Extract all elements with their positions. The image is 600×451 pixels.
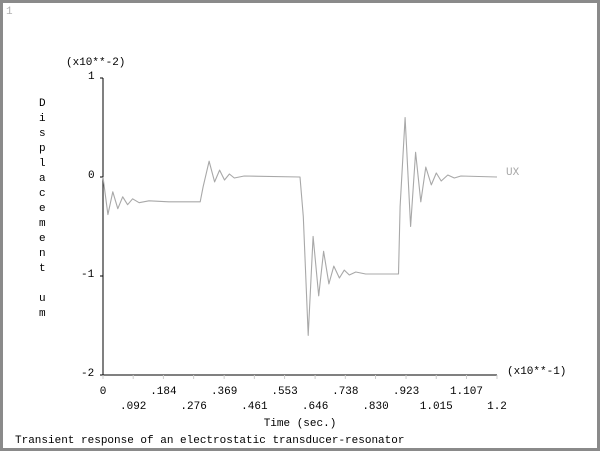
x-tick-label: .738 bbox=[332, 386, 359, 398]
x-tick-label: .830 bbox=[362, 401, 389, 413]
legend-ux: UX bbox=[506, 167, 520, 179]
y-axis-label-letter: t bbox=[39, 263, 46, 275]
y-axis-label-letter: m bbox=[39, 218, 46, 230]
x-tick-label: .553 bbox=[271, 386, 298, 398]
plot-area bbox=[100, 77, 498, 379]
caption: Transient response of an electrostatic t… bbox=[15, 435, 405, 447]
x-tick-label: 1.2 bbox=[487, 401, 507, 413]
x-tick-label: 0 bbox=[99, 386, 107, 398]
y-axis-label-letter: c bbox=[39, 188, 46, 200]
x-axis-label: Time (sec.) bbox=[263, 418, 337, 430]
x-tick-label: 1.015 bbox=[419, 401, 453, 413]
window-number: 1 bbox=[6, 6, 13, 18]
x-tick-label: 1.107 bbox=[449, 386, 483, 398]
y-axis-label-letter: e bbox=[39, 233, 46, 245]
y-axis-label-letter: n bbox=[39, 248, 46, 260]
y-tick-label: -2 bbox=[81, 368, 95, 380]
y-multiplier: (x10**-2) bbox=[66, 57, 126, 69]
y-axis-label-letter: l bbox=[39, 158, 46, 170]
x-tick-label: .461 bbox=[241, 401, 268, 413]
x-tick-label: .276 bbox=[180, 401, 207, 413]
x-tick-label: .092 bbox=[120, 401, 147, 413]
y-axis-label-letter: a bbox=[39, 173, 46, 185]
y-axis-label-letter: u bbox=[39, 293, 46, 305]
x-multiplier: (x10**-1) bbox=[507, 366, 567, 378]
y-axis-label-letter: i bbox=[39, 113, 46, 125]
x-tick-label: .923 bbox=[392, 386, 420, 398]
y-tick-label: 0 bbox=[88, 170, 95, 182]
y-axis-label-letter: D bbox=[39, 98, 46, 110]
x-tick-label: .184 bbox=[150, 386, 177, 398]
y-axis-label-letter: s bbox=[39, 128, 46, 140]
y-axis-label-letter: p bbox=[39, 143, 46, 155]
y-tick-label: -1 bbox=[81, 269, 95, 281]
y-tick-label: 1 bbox=[88, 71, 95, 83]
y-axis-label-letter: e bbox=[39, 203, 46, 215]
x-tick-label: .646 bbox=[301, 401, 329, 413]
x-tick-label: .369 bbox=[210, 386, 238, 398]
y-axis-label-letter: m bbox=[39, 308, 46, 320]
series-line-ux bbox=[102, 117, 498, 336]
